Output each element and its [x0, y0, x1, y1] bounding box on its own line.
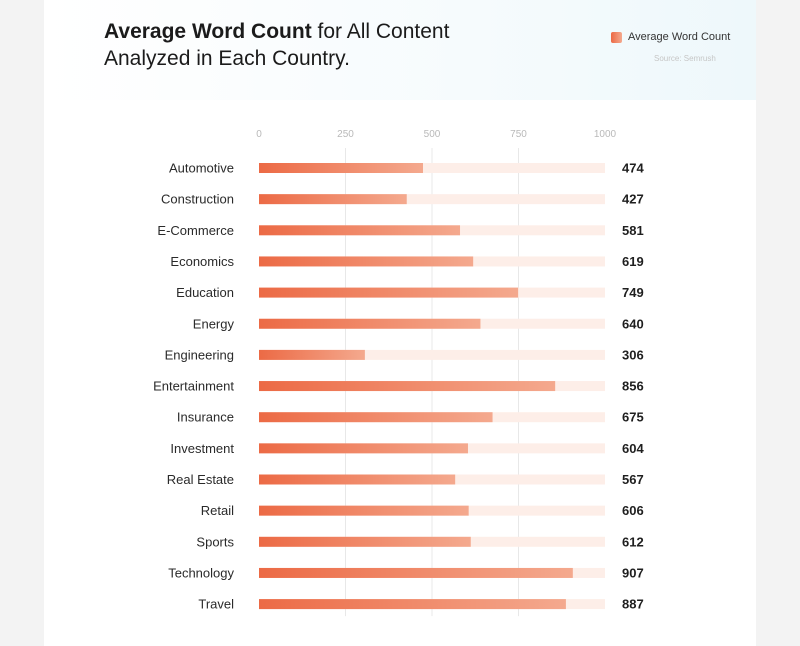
x-tick-label: 250 [337, 129, 354, 140]
value-label: 427 [622, 192, 644, 207]
bar [259, 349, 365, 360]
bar-track [259, 163, 605, 173]
chart-title-line2: Analyzed in Each Country. [104, 47, 350, 70]
bar [259, 318, 481, 329]
value-label: 619 [622, 254, 644, 269]
value-label: 907 [622, 565, 644, 580]
category-label: Engineering [165, 347, 234, 362]
value-label: 887 [622, 597, 644, 612]
category-label: Sports [196, 534, 234, 549]
legend-label: Average Word Count [628, 31, 731, 43]
bar [259, 505, 469, 516]
category-label: Investment [170, 441, 234, 456]
chart-title: Average Word Count for All Content Analy… [104, 18, 524, 72]
value-label: 675 [622, 410, 644, 425]
legend-swatch [611, 31, 622, 43]
category-label: Insurance [177, 410, 234, 425]
value-label: 604 [622, 441, 644, 456]
bar [259, 443, 468, 454]
category-label: Energy [193, 316, 235, 331]
category-label: Construction [161, 192, 234, 207]
category-label: Technology [168, 565, 234, 580]
bar [259, 194, 407, 205]
value-label: 474 [622, 161, 644, 176]
bars [259, 163, 573, 610]
category-label: Education [176, 285, 234, 300]
labels: 0 250 500 750 1000 Automotive 474 Construction 4… [153, 129, 644, 612]
value-label: 306 [622, 347, 644, 362]
category-label: Travel [198, 597, 234, 612]
value-label: 567 [622, 472, 644, 487]
chart-title-rest: for All Content [311, 20, 450, 43]
category-label: Retail [201, 503, 234, 518]
chart-header [44, 0, 756, 100]
value-label: 749 [622, 285, 644, 300]
bar [259, 287, 519, 298]
value-label: 640 [622, 316, 644, 331]
value-label: 612 [622, 534, 644, 549]
bar [259, 381, 556, 392]
bar [259, 536, 471, 547]
category-label: E-Commerce [157, 223, 234, 238]
x-tick-label: 0 [256, 129, 262, 140]
bar [259, 256, 474, 267]
x-tick-label: 750 [510, 129, 527, 140]
value-label: 856 [622, 379, 644, 394]
bar [259, 474, 456, 485]
bar [259, 163, 424, 173]
category-label: Automotive [169, 161, 234, 176]
bar-track [259, 349, 605, 360]
bar [259, 567, 573, 578]
category-label: Real Estate [167, 472, 234, 487]
bar-track [259, 194, 605, 205]
x-tick-label: 500 [424, 129, 441, 140]
source-note: Source: Semrush [654, 54, 716, 63]
category-label: Economics [170, 254, 234, 269]
x-tick-label: 1000 [594, 129, 617, 140]
bar [259, 225, 461, 236]
chart-legend: Average Word Count [611, 31, 730, 43]
chart-title-bold: Average Word Count [104, 20, 312, 43]
value-label: 581 [622, 223, 644, 238]
bar [259, 412, 493, 423]
value-label: 606 [622, 503, 644, 518]
bar [259, 599, 566, 610]
category-label: Entertainment [153, 379, 234, 394]
